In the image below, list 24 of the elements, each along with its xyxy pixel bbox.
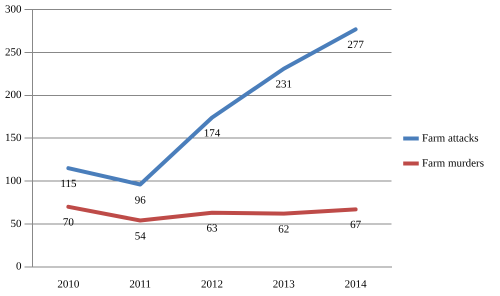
data-label: 54 [134,230,146,242]
data-label: 115 [60,178,77,190]
y-tick-label: 100 [5,174,22,187]
x-tick-label: 2011 [129,278,151,290]
y-tick-label: 300 [5,3,22,16]
data-label: 277 [347,39,364,52]
data-label: 63 [206,222,218,235]
data-label: 174 [204,128,221,140]
data-label: 96 [134,194,146,206]
legend-label: Farm murders [422,157,484,170]
x-tick-label: 2010 [57,278,80,290]
y-tick-label: 50 [10,218,22,230]
y-tick-label: 200 [5,89,22,102]
x-tick-label: 2014 [344,278,368,290]
y-tick-label: 150 [5,132,22,144]
y-tick-label: 250 [5,46,22,58]
data-label: 231 [276,78,292,91]
legend-label: Farm attacks [422,132,478,144]
x-tick-label: 2013 [272,278,296,290]
y-tick-label: 0 [16,260,22,273]
data-label: 67 [350,219,362,232]
data-label: 62 [278,224,290,236]
data-label: 70 [62,216,74,229]
x-tick-label: 2012 [200,278,223,290]
